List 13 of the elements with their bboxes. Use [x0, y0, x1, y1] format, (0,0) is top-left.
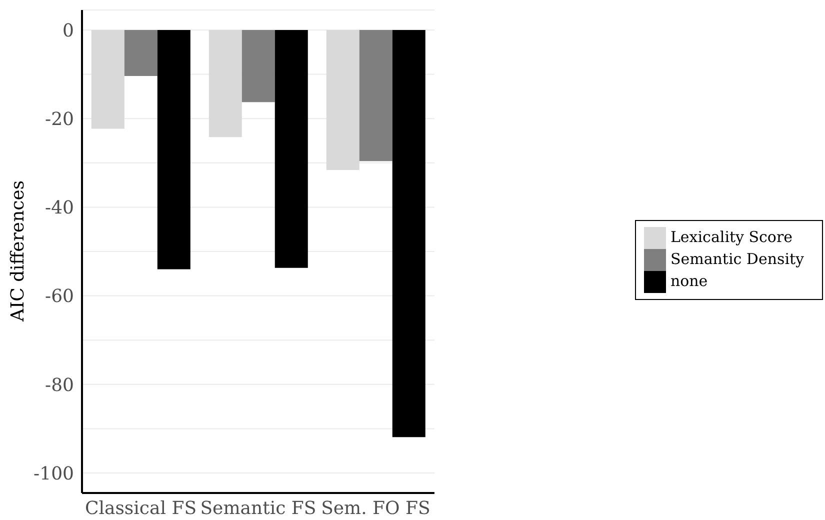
- x-tick-label: Semantic FS: [200, 498, 316, 519]
- y-axis-title: AIC differences: [7, 180, 28, 322]
- legend-label: Lexicality Score: [670, 228, 793, 246]
- legend-label: none: [670, 272, 708, 290]
- legend-label: Semantic Density: [670, 250, 804, 268]
- y-tick-label: -40: [45, 198, 74, 219]
- y-tick-label: -100: [34, 463, 74, 484]
- y-tick-label: -20: [45, 108, 74, 130]
- y-tick-label: -80: [45, 374, 74, 396]
- x-tick-label: Classical FS: [84, 498, 197, 519]
- x-tick-label: Sem. FO FS: [321, 498, 430, 519]
- y-tick-label: -60: [45, 286, 74, 308]
- y-tick-label: 0: [62, 20, 74, 42]
